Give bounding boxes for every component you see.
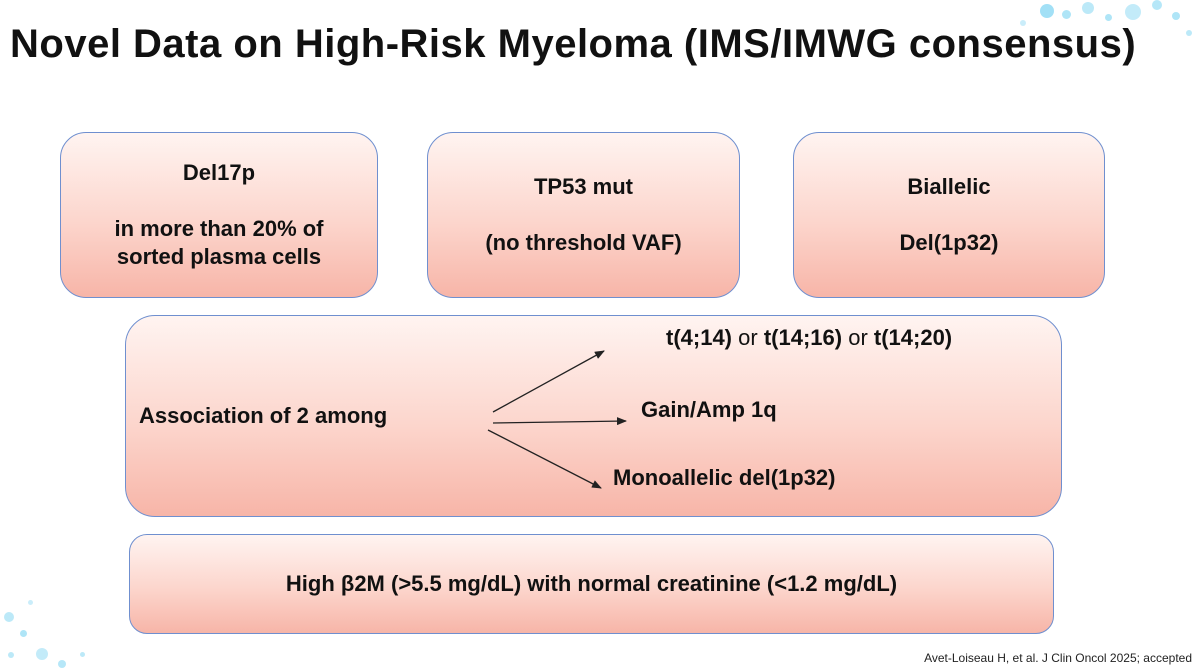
del17p-line-2: in more than 20% of bbox=[114, 216, 324, 241]
association-label: Association of 2 among bbox=[139, 403, 388, 428]
citation: Avet-Loiseau H, et al. J Clin Oncol 2025… bbox=[924, 651, 1192, 665]
gain-amp-1q-label: Gain/Amp 1q bbox=[641, 397, 777, 422]
arrows-diagram bbox=[487, 350, 627, 489]
biallelic-heading: Biallelic bbox=[907, 174, 991, 199]
b2m-box: High β2M (>5.5 mg/dL) with normal creati… bbox=[129, 534, 1054, 634]
biallelic-del1p32-box: Biallelic Del(1p32) bbox=[793, 132, 1105, 298]
or-connector-2: or bbox=[848, 325, 868, 350]
biallelic-line-2: Del(1p32) bbox=[899, 230, 999, 255]
arrow-to-translocations bbox=[492, 350, 605, 413]
tp53-box: TP53 mut (no threshold VAF) bbox=[427, 132, 740, 298]
translocation-t4-14: t(4;14) bbox=[666, 325, 733, 350]
translocation-t14-16: t(14;16) bbox=[763, 325, 843, 350]
del17p-box: Del17p in more than 20% of sorted plasma… bbox=[60, 132, 378, 298]
translocations-line: t(4;14) or t(14;16) or t(14;20) bbox=[666, 324, 952, 352]
arrow-to-monoallelic bbox=[487, 429, 602, 489]
slide-title: Novel Data on High-Risk Myeloma (IMS/IMW… bbox=[10, 22, 1137, 66]
monoallelic-del1p32-label: Monoallelic del(1p32) bbox=[613, 465, 836, 490]
del17p-line-3: sorted plasma cells bbox=[116, 244, 322, 269]
translocation-t14-20: t(14;20) bbox=[873, 325, 953, 350]
tp53-line-2: (no threshold VAF) bbox=[485, 230, 682, 255]
b2m-text: High β2M (>5.5 mg/dL) with normal creati… bbox=[285, 571, 898, 596]
association-box: Association of 2 among t(4;14) or t(14;1… bbox=[125, 315, 1062, 517]
tp53-heading: TP53 mut bbox=[533, 174, 634, 199]
or-connector-1: or bbox=[738, 325, 758, 350]
del17p-heading: Del17p bbox=[182, 160, 256, 185]
arrow-to-gain-1q bbox=[492, 417, 627, 426]
